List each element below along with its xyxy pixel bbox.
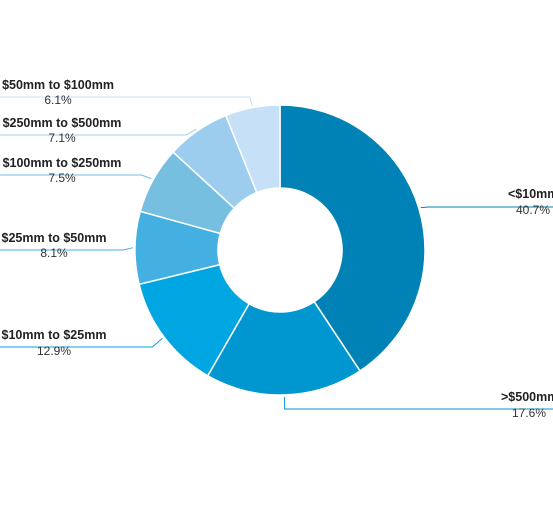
- leaders-group: [0, 96, 553, 410]
- label-cat-0: <$10mm: [508, 187, 553, 201]
- label-pct-4: 7.5%: [48, 171, 76, 185]
- leader-line-1: [284, 396, 553, 410]
- leader-line-4: [0, 174, 152, 180]
- leader-line-6: [0, 96, 253, 106]
- label-cat-5: $250mm to $500mm: [3, 116, 122, 130]
- label-pct-1: 17.6%: [512, 406, 546, 420]
- label-pct-3: 8.1%: [40, 246, 68, 260]
- slice-1: [206, 300, 362, 396]
- leader-line-2: [0, 337, 163, 348]
- slices-group: [134, 104, 426, 396]
- label-pct-6: 6.1%: [44, 93, 72, 107]
- label-cat-3: $25mm to $50mm: [2, 231, 107, 245]
- label-pct-2: 12.9%: [37, 344, 71, 358]
- slice-6: [224, 104, 281, 194]
- label-pct-0: 40.7%: [516, 203, 550, 217]
- label-pct-5: 7.1%: [48, 131, 76, 145]
- label-cat-1: >$500mm: [501, 390, 553, 404]
- leader-line-5: [0, 128, 197, 136]
- label-cat-4: $100mm to $250mm: [3, 156, 122, 170]
- label-cat-6: $50mm to $100mm: [2, 78, 114, 92]
- label-cat-2: $10mm to $25mm: [2, 328, 107, 342]
- leader-line-0: [420, 206, 553, 209]
- leader-line-3: [0, 247, 134, 251]
